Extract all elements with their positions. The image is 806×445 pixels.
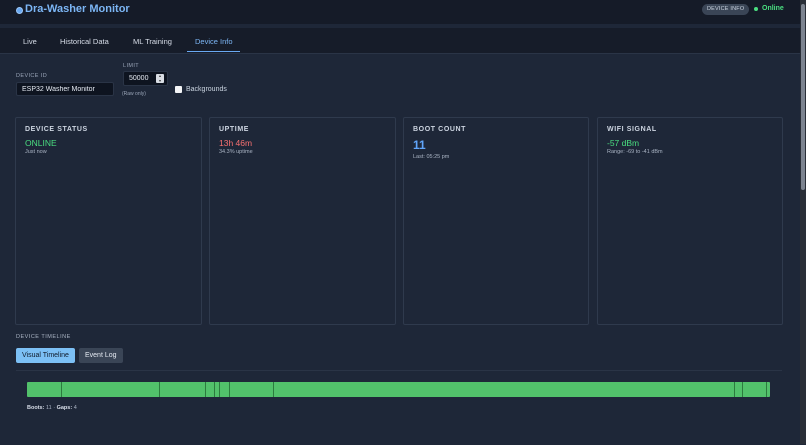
tab-ml-training[interactable]: ML Training [133,37,172,46]
timeline-boot-marker [205,382,206,397]
uptime-card: UPTIME 13h 46m 34.3% uptime [209,117,396,325]
device-timeline-heading: DEVICE TIMELINE [16,334,71,340]
gaps-label: Gaps: [56,405,73,411]
device-status-title: DEVICE STATUS [25,126,88,133]
visual-timeline-button[interactable]: Visual Timeline [16,348,75,363]
wifi-signal-value: -57 dBm [607,138,640,148]
limit-hint: (Raw only) [122,91,146,97]
timeline-boot-marker [61,382,62,397]
event-log-button[interactable]: Event Log [79,348,123,363]
connection-status: Online [762,5,784,12]
app-header: Dra-Washer Monitor DEVICE INFO Online [0,0,800,24]
wifi-signal-card: WIFI SIGNAL -57 dBm Range: -69 to -41 dB… [597,117,783,325]
device-id-label: DEVICE ID [16,73,48,79]
device-status-card: DEVICE STATUS ONLINE Just now [15,117,202,325]
limit-value: 50000 [129,75,149,82]
timeline-boot-marker [273,382,274,397]
active-tab-indicator [187,51,240,52]
boots-label: Boots: [27,405,45,411]
section-badge: DEVICE INFO [702,4,750,15]
timeline-boot-marker [766,382,767,397]
backgrounds-label: Backgrounds [186,86,227,93]
boot-count-value: 11 [413,138,426,152]
uptime-sub: 34.3% uptime [219,149,253,155]
scrollbar-track[interactable] [800,0,806,444]
boot-count-sub: Last: 05:25 pm [413,154,450,160]
timeline-boot-marker [734,382,735,397]
tab-device-info[interactable]: Device Info [195,37,233,46]
tab-historical-data[interactable]: Historical Data [60,37,109,46]
uptime-value: 13h 46m [219,138,253,148]
timeline-bar[interactable] [27,382,770,397]
online-status-dot-icon [754,7,758,11]
boot-count-card: BOOT COUNT 11 Last: 05:25 pm [403,117,589,325]
timeline-panel [16,370,782,445]
device-status-sub: Just now [25,149,47,155]
device-status-value: ONLINE [25,138,57,148]
timeline-summary: Boots: 11 · Gaps: 4 [27,405,77,411]
limit-input[interactable]: 50000 ▴ ▾ [123,71,168,86]
boots-value: 11 [45,405,52,411]
timeline-boot-marker [229,382,230,397]
wifi-signal-title: WIFI SIGNAL [607,126,657,133]
summary-separator: · [53,405,56,411]
timeline-boot-marker [214,382,215,397]
scrollbar-thumb[interactable] [801,4,805,190]
wifi-signal-sub: Range: -69 to -41 dBm [607,149,663,155]
backgrounds-checkbox[interactable] [175,86,182,93]
timeline-boot-marker [742,382,743,397]
timeline-boot-marker [159,382,160,397]
boot-count-title: BOOT COUNT [413,126,467,133]
limit-stepper-icon[interactable]: ▴ ▾ [156,73,164,83]
device-id-input[interactable] [16,82,114,96]
limit-label: LIMIT [123,63,140,69]
uptime-title: UPTIME [219,126,250,133]
tab-live[interactable]: Live [23,37,37,46]
app-logo-dot-icon [16,7,23,14]
tab-bar: Live Historical Data ML Training Device … [0,28,800,54]
timeline-boot-marker [219,382,220,397]
app-title: Dra-Washer Monitor [25,3,130,15]
gaps-value: 4 [73,405,77,411]
